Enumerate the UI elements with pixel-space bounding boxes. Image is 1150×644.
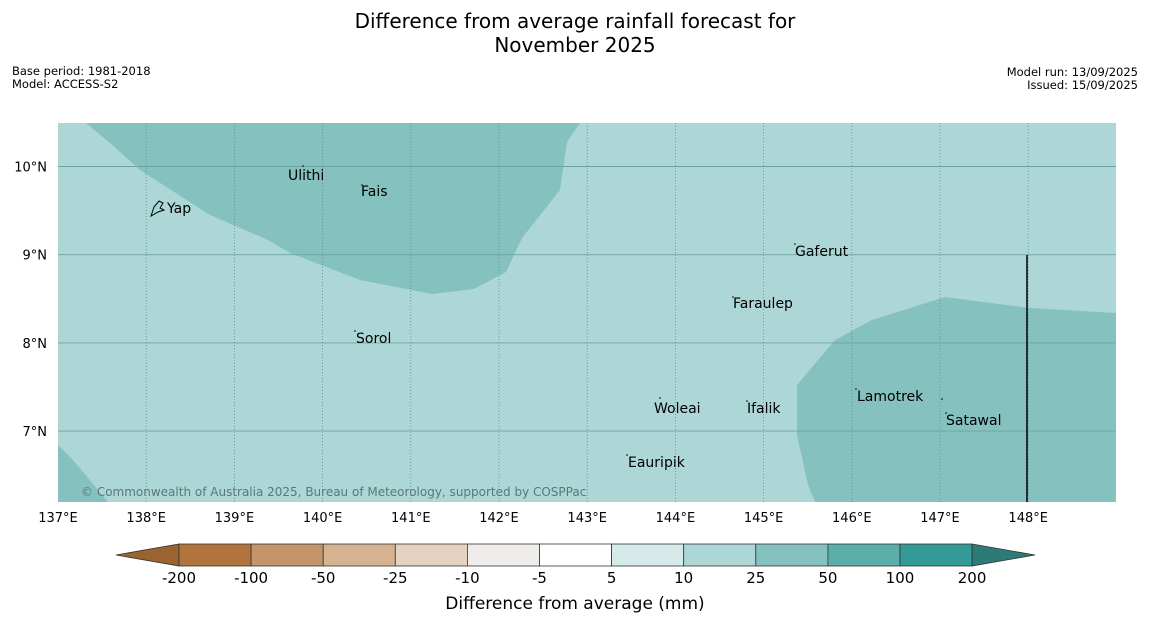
colorbar-title: Difference from average (mm) — [445, 594, 705, 614]
run-info: Model run: 13/09/2025 Issued: 15/09/2025 — [1007, 66, 1138, 92]
colorbar-tick-label: -10 — [455, 569, 480, 587]
colorbar-tick-label: -5 — [532, 569, 547, 587]
longitude-tick-label: 148°E — [1008, 511, 1048, 526]
island-marker — [855, 388, 857, 390]
latitude-tick-label: 8°N — [23, 337, 48, 352]
colorbar-tick-label: -200 — [161, 569, 197, 587]
longitude-tick-label: 147°E — [920, 511, 960, 526]
map-title: Difference from average rainfall forecas… — [0, 9, 1150, 57]
longitude-tick-label: 139°E — [215, 511, 255, 526]
colorbar-bin — [755, 543, 829, 567]
colorbar-tick-label: 5 — [606, 569, 617, 587]
latitude-gridlines — [58, 166, 1116, 432]
colorbar-bin — [899, 543, 973, 567]
longitude-tick-label: 142°E — [479, 511, 519, 526]
latitude-tick-label: 10°N — [14, 161, 47, 176]
place-ifalik: Ifalik — [747, 401, 781, 417]
yap-island-outline — [150, 200, 166, 218]
map-title-line2: November 2025 — [494, 33, 656, 57]
longitude-tick-label: 138°E — [126, 511, 166, 526]
island-marker — [354, 330, 356, 332]
colorbar-bin — [250, 543, 324, 567]
place-fais: Fais — [361, 184, 388, 200]
place-yap: Yap — [166, 201, 191, 217]
island-marker — [302, 165, 304, 167]
forecast-wet-region-northwest — [86, 123, 580, 294]
place-eauripik: Eauripik — [628, 455, 686, 471]
issued-text: Issued: 15/09/2025 — [1027, 78, 1138, 92]
colorbar-bin — [394, 543, 468, 567]
latitude-tick-label: 7°N — [23, 425, 48, 440]
longitude-gridlines — [145, 123, 1029, 502]
colorbar-extend-high — [971, 543, 1036, 567]
colorbar-extend-low — [115, 543, 180, 567]
place-ulithi: Ulithi — [288, 168, 324, 184]
colorbar-bin — [827, 543, 901, 567]
island-marker — [626, 454, 628, 456]
forecast-wet-region-southwest — [58, 445, 108, 502]
copyright-text: © Commonwealth of Australia 2025, Bureau… — [81, 485, 586, 499]
colorbar-tick-label: 100 — [885, 569, 915, 587]
colorbar-tick-label: 200 — [957, 569, 987, 587]
place-faraulep: Faraulep — [733, 296, 793, 312]
colorbar-bin — [611, 543, 685, 567]
latitude-tick-labels: 10°N 9°N 8°N 7°N — [14, 161, 47, 441]
longitude-tick-label: 145°E — [744, 511, 784, 526]
model-run-text: Model run: 13/09/2025 — [1006, 65, 1138, 79]
longitude-tick-label: 143°E — [567, 511, 607, 526]
island-marker — [361, 184, 363, 186]
island-marker — [659, 397, 661, 399]
colorbar-tick-label: -100 — [234, 569, 269, 587]
island-markers — [302, 165, 947, 456]
base-info: Base period: 1981-2018 Model: ACCESS-S2 — [12, 65, 151, 91]
colorbar — [115, 543, 1036, 567]
island-marker — [732, 296, 734, 298]
place-sorol: Sorol — [356, 331, 391, 347]
colorbar-tick-label: -25 — [383, 569, 408, 587]
place-satawal: Satawal — [946, 413, 1001, 429]
place-woleai: Woleai — [654, 401, 701, 417]
colorbar-tick-label: 50 — [818, 569, 838, 587]
colorbar-bin — [539, 543, 612, 567]
longitude-tick-label: 141°E — [391, 511, 431, 526]
colorbar-bin — [683, 543, 757, 567]
longitude-tick-label: 137°E — [38, 511, 78, 526]
colorbar-tick-label: 10 — [674, 569, 694, 587]
map-title-line1: Difference from average rainfall forecas… — [354, 9, 796, 33]
island-marker — [941, 398, 943, 400]
colorbar-bin — [178, 543, 252, 567]
island-marker — [945, 412, 947, 414]
longitude-tick-label: 140°E — [303, 511, 343, 526]
colorbar-bin — [466, 543, 540, 567]
base-period-text: Base period: 1981-2018 — [12, 64, 151, 78]
longitude-tick-label: 146°E — [832, 511, 872, 526]
island-marker — [746, 400, 748, 402]
place-labels: Ulithi Fais Yap Gaferut Faraulep Sorol L… — [166, 168, 1001, 471]
forecast-wet-region-southeast — [797, 297, 1116, 502]
longitude-tick-label: 144°E — [656, 511, 696, 526]
longitude-tick-labels: 137°E 138°E 139°E 140°E 141°E 142°E 143°E 144°E… — [38, 511, 1048, 526]
colorbar-tick-label: 25 — [746, 569, 766, 587]
place-lamotrek: Lamotrek — [857, 389, 924, 405]
latitude-tick-label: 9°N — [23, 249, 48, 264]
place-gaferut: Gaferut — [795, 244, 849, 260]
colorbar-tick-label: -50 — [310, 569, 336, 587]
colorbar-bin — [322, 543, 396, 567]
model-text: Model: ACCESS-S2 — [12, 77, 119, 91]
island-marker — [794, 243, 796, 245]
